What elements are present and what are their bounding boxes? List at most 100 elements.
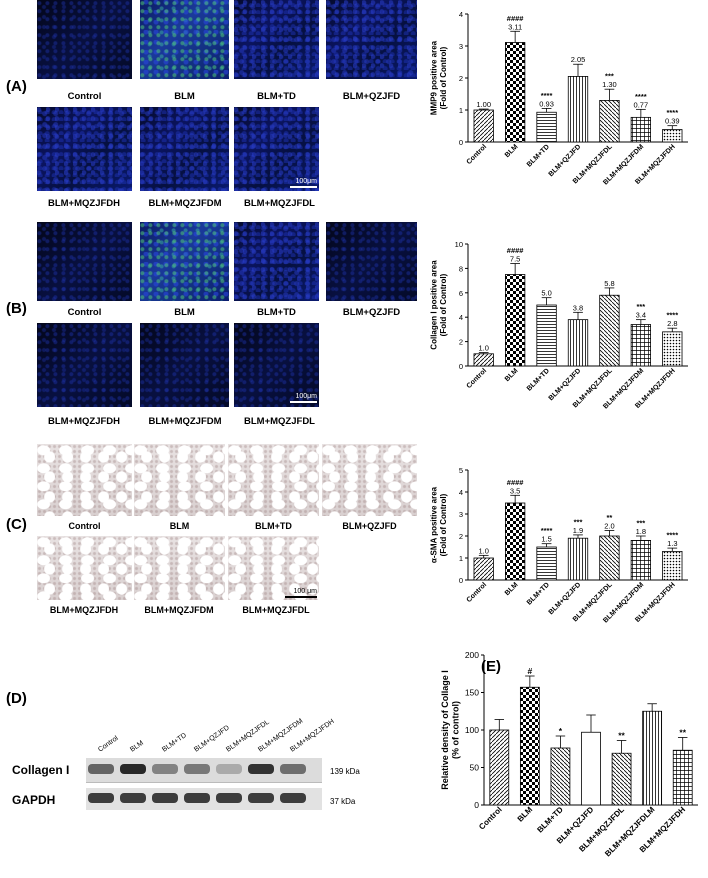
y-tick-label: 1 (459, 554, 463, 563)
blot-band-collagen (184, 764, 210, 774)
micrograph-b-mqzjfdm (140, 323, 229, 407)
bar (662, 129, 683, 143)
y-axis-label-line: α-SMA positive area (429, 486, 438, 563)
y-tick-label: 10 (455, 240, 463, 249)
blot-kda-collagen: 139 kDa (330, 767, 360, 776)
y-tick-label: 2 (459, 74, 463, 83)
micrograph-c-control (37, 444, 132, 516)
y-axis-label-line: Relative density of Collage I (440, 670, 450, 790)
y-tick-label: 4 (459, 313, 463, 322)
category-label: BLM+TD (526, 143, 551, 168)
bar (581, 731, 601, 806)
data-label: 5.8 (604, 279, 614, 288)
significance-mark: *** (574, 517, 583, 526)
data-label: 7.5 (510, 255, 520, 264)
data-label: 2.0 (604, 522, 614, 531)
bar (672, 749, 693, 806)
bar (536, 111, 557, 143)
caption-b-5: BLM+MQZJFDH (47, 416, 121, 427)
y-axis-label-line: (Fold of Control) (439, 46, 448, 109)
micrograph-c-mqzjfdh (37, 536, 132, 600)
bar (550, 747, 571, 806)
caption-c-5: BLM+MQZJFDH (49, 605, 119, 615)
significance-mark: #### (507, 246, 525, 255)
micrograph-c-mqzjfdm (134, 536, 225, 600)
micrograph-a-mqzjfdm (140, 107, 229, 191)
bar (630, 116, 652, 143)
y-tick-label: 0 (474, 800, 479, 810)
y-axis-label-line: Collagen I positive area (429, 260, 438, 350)
blot-band-gapdh (88, 793, 114, 803)
caption-c-2: BLM (169, 521, 190, 531)
caption-a-7: BLM+MQZJFDL (244, 198, 315, 209)
micrograph-a-td (234, 0, 319, 79)
data-label: 1.0 (478, 344, 488, 353)
panel-label-d: (D) (6, 690, 27, 707)
category-label: Control (477, 805, 503, 831)
blot-band-gapdh (152, 793, 178, 803)
category-label: BLM (504, 367, 520, 383)
panel-label-a: (A) (6, 78, 27, 95)
blot-band-collagen (216, 764, 242, 774)
blot-band-collagen (280, 764, 306, 774)
y-axis-label-line: (Fold of Control) (439, 273, 448, 336)
blot-kda-gapdh: 37 kDa (330, 797, 356, 806)
y-tick-label: 6 (459, 289, 463, 298)
panel-label-c: (C) (6, 516, 27, 533)
data-label: 2.8 (667, 319, 677, 328)
micrograph-a-control (37, 0, 132, 79)
data-label: 1.0 (478, 546, 488, 555)
micrograph-b-td (234, 222, 319, 301)
micrograph-a-blm (140, 0, 229, 79)
blot-lane-label: BLM (129, 740, 145, 754)
blot-band-gapdh (248, 793, 274, 803)
y-tick-label: 0 (459, 576, 463, 585)
significance-mark: **** (666, 108, 678, 117)
scale-bar-b: 100μm (290, 393, 317, 403)
y-tick-label: 8 (459, 264, 463, 273)
significance-mark: ** (607, 513, 613, 522)
bar (473, 109, 494, 143)
data-label: 0.39 (665, 117, 680, 126)
significance-mark: *** (636, 302, 645, 311)
significance-mark: **** (666, 531, 678, 540)
data-label: 3.5 (510, 486, 520, 495)
y-axis-label: Collagen I positive area (Fold of Control… (429, 260, 448, 350)
blot-row-gapdh-label: GAPDH (12, 793, 55, 807)
caption-c-6: BLM+MQZJFDM (144, 605, 214, 615)
y-axis-label: α-SMA positive area (Fold of Control) (429, 486, 448, 563)
y-axis-label: MMP9 positive area (Fold of Control) (429, 40, 448, 115)
y-tick-label: 3 (459, 42, 463, 51)
category-label: BLM+TD (526, 367, 551, 392)
micrograph-a-qzjfd (326, 0, 417, 79)
micrograph-b-mqzjfdh (37, 323, 132, 407)
blot-band-gapdh (280, 793, 306, 803)
data-label: 1.8 (636, 527, 646, 536)
y-tick-label: 150 (465, 688, 479, 698)
data-label: 5.0 (541, 289, 551, 298)
y-tick-label: 200 (465, 650, 479, 660)
significance-mark: # (527, 666, 532, 676)
caption-a-4: BLM+QZJFD (342, 91, 401, 102)
bar (536, 304, 557, 367)
y-tick-label: 4 (459, 488, 463, 497)
y-axis-label-line: (% of control) (451, 701, 461, 759)
caption-c-7: BLM+MQZJFDL (242, 605, 310, 615)
category-label: Control (466, 581, 489, 604)
blot-band-gapdh (120, 793, 146, 803)
data-label: 1.00 (476, 100, 491, 109)
bar (567, 319, 589, 367)
bar (662, 331, 683, 367)
bar (599, 100, 620, 143)
caption-b-2: BLM (174, 307, 195, 318)
micrograph-c-qzjfd (322, 444, 417, 516)
data-label: 0.93 (539, 99, 554, 108)
y-tick-label: 50 (470, 763, 480, 773)
micrograph-b-mqzjfdl (234, 323, 319, 407)
micrograph-b-qzjfd (326, 222, 417, 301)
bar (662, 551, 683, 581)
bar (505, 502, 526, 581)
data-label: 3.11 (508, 22, 522, 31)
blot-band-collagen (152, 764, 178, 774)
micrograph-c-mqzjfdl (228, 536, 319, 600)
